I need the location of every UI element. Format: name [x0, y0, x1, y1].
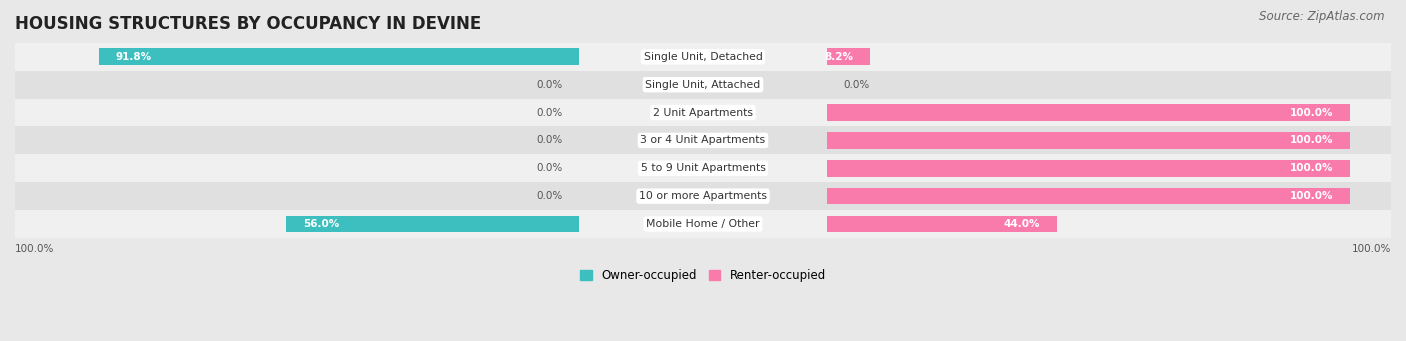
- Bar: [827, 48, 870, 65]
- Text: 3 or 4 Unit Apartments: 3 or 4 Unit Apartments: [641, 135, 765, 145]
- Text: 100.0%: 100.0%: [1289, 163, 1333, 173]
- Text: Single Unit, Attached: Single Unit, Attached: [645, 80, 761, 90]
- Text: 56.0%: 56.0%: [302, 219, 339, 229]
- Text: HOUSING STRUCTURES BY OCCUPANCY IN DEVINE: HOUSING STRUCTURES BY OCCUPANCY IN DEVIN…: [15, 15, 481, 33]
- Text: Single Unit, Detached: Single Unit, Detached: [644, 52, 762, 62]
- Bar: [15, 99, 1391, 127]
- Bar: [827, 160, 1350, 177]
- Legend: Owner-occupied, Renter-occupied: Owner-occupied, Renter-occupied: [575, 264, 831, 287]
- Text: Source: ZipAtlas.com: Source: ZipAtlas.com: [1260, 10, 1385, 23]
- Text: 91.8%: 91.8%: [115, 52, 152, 62]
- Bar: [15, 43, 1391, 71]
- Bar: [827, 216, 1057, 232]
- Bar: [15, 182, 1391, 210]
- Text: 100.0%: 100.0%: [1289, 107, 1333, 118]
- Bar: [15, 154, 1391, 182]
- Bar: [15, 127, 1391, 154]
- Text: Mobile Home / Other: Mobile Home / Other: [647, 219, 759, 229]
- Bar: [827, 132, 1350, 149]
- Bar: [827, 104, 1350, 121]
- Text: 44.0%: 44.0%: [1004, 219, 1040, 229]
- Text: 100.0%: 100.0%: [1289, 191, 1333, 201]
- Text: 5 to 9 Unit Apartments: 5 to 9 Unit Apartments: [641, 163, 765, 173]
- Text: 100.0%: 100.0%: [1351, 244, 1391, 254]
- Bar: [287, 216, 579, 232]
- Bar: [15, 210, 1391, 238]
- Text: 8.2%: 8.2%: [824, 52, 853, 62]
- Bar: [827, 188, 1350, 205]
- Text: 0.0%: 0.0%: [537, 191, 562, 201]
- Text: 0.0%: 0.0%: [844, 80, 869, 90]
- Text: 0.0%: 0.0%: [537, 107, 562, 118]
- Text: 0.0%: 0.0%: [537, 163, 562, 173]
- Text: 0.0%: 0.0%: [537, 80, 562, 90]
- Text: 100.0%: 100.0%: [15, 244, 55, 254]
- Text: 100.0%: 100.0%: [1289, 135, 1333, 145]
- Text: 0.0%: 0.0%: [537, 135, 562, 145]
- Text: 10 or more Apartments: 10 or more Apartments: [638, 191, 768, 201]
- Bar: [100, 48, 579, 65]
- Text: 2 Unit Apartments: 2 Unit Apartments: [652, 107, 754, 118]
- Bar: [15, 71, 1391, 99]
